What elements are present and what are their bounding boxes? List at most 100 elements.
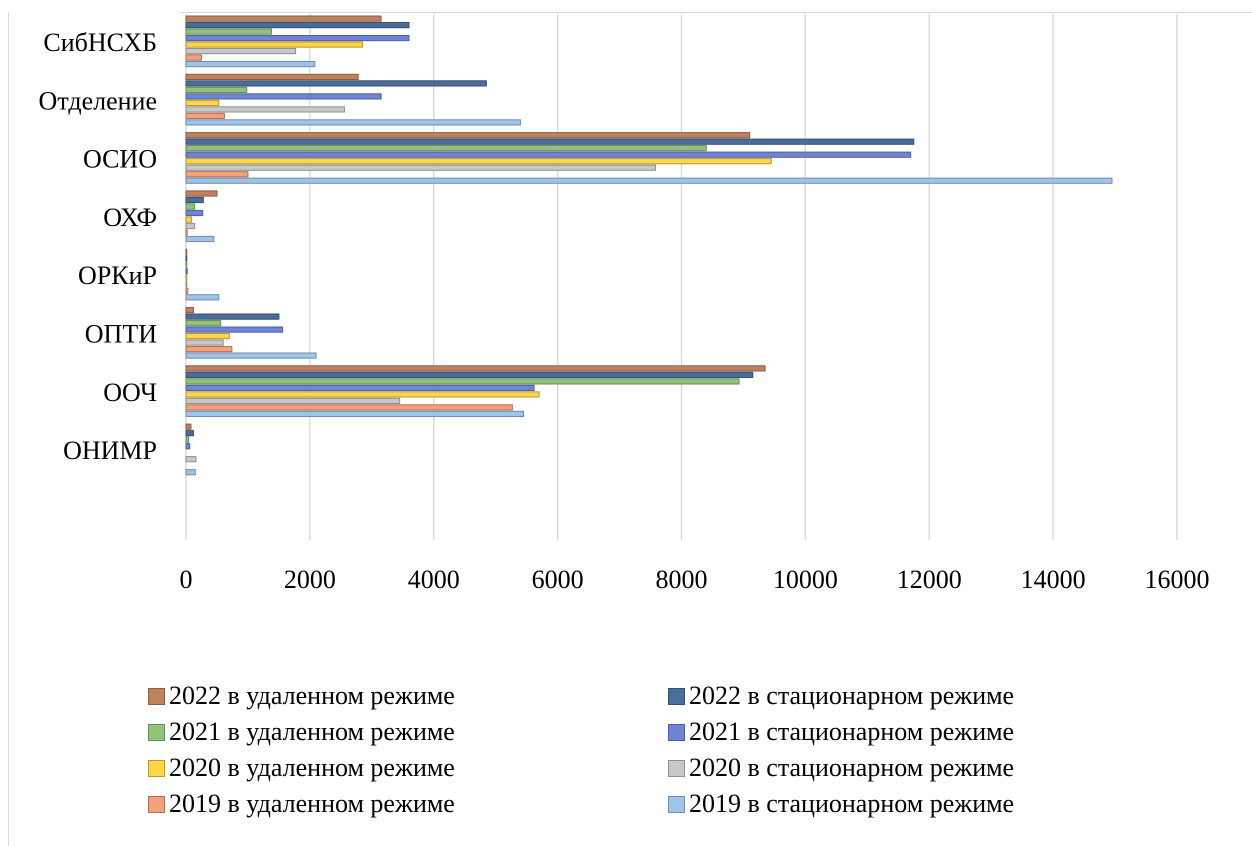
legend-label: 2021 в удаленном режиме [169, 717, 455, 746]
legend-label: 2022 в удаленном режиме [169, 681, 455, 710]
legend-item: 2021 в стационарном режиме [668, 716, 1158, 748]
bar [185, 35, 410, 42]
legend-item: 2021 в удаленном режиме [148, 716, 668, 748]
bar [185, 112, 225, 120]
chart-frame-top [180, 12, 1252, 13]
legend-swatch [668, 795, 685, 813]
x-tick-label: 0 [180, 565, 193, 594]
bar [185, 73, 359, 81]
bar [185, 80, 487, 87]
bar [185, 177, 1113, 184]
bar [185, 281, 188, 288]
bar [185, 235, 215, 243]
legend-swatch [668, 723, 685, 741]
bar [185, 274, 188, 281]
bar [185, 22, 410, 29]
legend-label: 2020 в удаленном режиме [169, 753, 455, 782]
bar [185, 28, 272, 35]
legend-item: 2019 в стационарном режиме [668, 788, 1158, 820]
bar [185, 410, 525, 417]
bar [185, 209, 204, 217]
bar [185, 255, 188, 262]
bar [185, 132, 751, 139]
bar [185, 287, 189, 294]
legend-label: 2021 в стационарном режиме [689, 717, 1015, 746]
bar [185, 48, 297, 55]
category-label: ОСИО [83, 145, 157, 174]
category-label: Отделение [39, 86, 157, 115]
legend-swatch [148, 759, 165, 777]
bar [185, 106, 346, 113]
legend-item: 2020 в удаленном режиме [148, 752, 668, 784]
x-tick-label: 12000 [897, 565, 962, 594]
bar [185, 216, 193, 223]
category-label: ООЧ [103, 378, 157, 407]
bar [185, 391, 540, 398]
bar [185, 326, 284, 333]
bar [185, 469, 196, 476]
bar [185, 203, 196, 210]
x-tick-label: 10000 [773, 565, 838, 594]
bar [185, 333, 230, 340]
legend-item: 2022 в стационарном режиме [668, 680, 1158, 712]
bar [185, 151, 912, 158]
bar [185, 365, 766, 372]
legend-swatch [668, 759, 685, 777]
bar [185, 145, 707, 152]
legend-swatch [148, 723, 165, 741]
bar [185, 86, 248, 94]
bar [185, 313, 280, 320]
category-label: ОНИМР [63, 436, 157, 465]
category-label: ОХФ [103, 203, 157, 232]
x-tick-label: 16000 [1145, 565, 1210, 594]
bar [185, 261, 188, 268]
chart-frame-left [8, 12, 9, 846]
bar [185, 339, 224, 346]
legend-swatch [148, 795, 165, 813]
bar [185, 93, 382, 100]
legend-swatch [148, 687, 165, 705]
bar [185, 384, 535, 391]
bar [185, 190, 218, 197]
legend-item: 2022 в удаленном режиме [148, 680, 668, 712]
bar [185, 423, 192, 430]
bar [185, 430, 194, 437]
bar [185, 248, 188, 255]
bar [185, 164, 656, 171]
bar [185, 196, 204, 204]
x-tick-label: 4000 [408, 565, 460, 594]
bar [185, 436, 189, 443]
bar [185, 456, 197, 463]
bar [185, 138, 915, 145]
bar [185, 352, 317, 359]
category-label: ОРКиР [78, 261, 157, 290]
bar [185, 61, 316, 68]
x-tick-label: 6000 [532, 565, 584, 594]
category-label: ОПТИ [85, 319, 157, 348]
bar [185, 229, 188, 236]
bar [185, 320, 222, 327]
legend-item: 2019 в удаленном режиме [148, 788, 668, 820]
bar [185, 397, 401, 404]
bar [185, 99, 220, 107]
bar [185, 158, 772, 165]
legend-label: 2019 в стационарном режиме [689, 789, 1015, 818]
bar [185, 307, 194, 314]
x-tick-label: 14000 [1021, 565, 1086, 594]
bar [185, 119, 521, 126]
bar [185, 54, 202, 61]
x-tick-label: 2000 [284, 565, 336, 594]
bar [185, 378, 740, 385]
bar [185, 404, 513, 411]
category-label: СибНСХБ [43, 28, 157, 57]
bar [185, 222, 196, 230]
bar [185, 294, 220, 301]
legend-item: 2020 в стационарном режиме [668, 752, 1158, 784]
legend-label: 2020 в стационарном режиме [689, 753, 1015, 782]
bar [185, 371, 754, 378]
bar [185, 41, 364, 48]
legend-label: 2022 в стационарном режиме [689, 681, 1015, 710]
bar [185, 268, 188, 275]
